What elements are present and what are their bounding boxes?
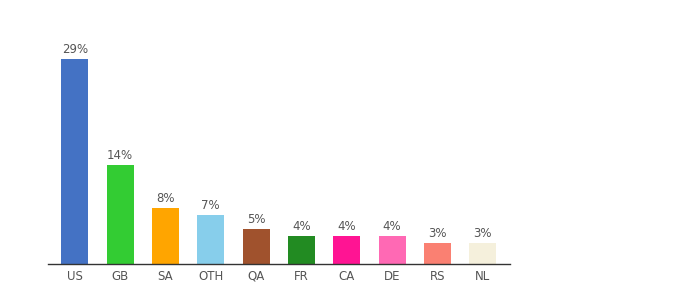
Text: 5%: 5% bbox=[247, 213, 265, 226]
Text: 4%: 4% bbox=[292, 220, 311, 233]
Text: 4%: 4% bbox=[383, 220, 401, 233]
Text: 3%: 3% bbox=[428, 227, 447, 240]
Bar bbox=[333, 236, 360, 264]
Bar bbox=[379, 236, 406, 264]
Bar bbox=[469, 243, 496, 264]
Bar bbox=[61, 59, 88, 264]
Bar bbox=[197, 214, 224, 264]
Bar bbox=[243, 229, 270, 264]
Bar bbox=[288, 236, 315, 264]
Bar bbox=[107, 165, 134, 264]
Bar bbox=[152, 208, 179, 264]
Text: 14%: 14% bbox=[107, 149, 133, 162]
Bar bbox=[424, 243, 451, 264]
Text: 3%: 3% bbox=[473, 227, 492, 240]
Text: 7%: 7% bbox=[201, 199, 220, 212]
Text: 4%: 4% bbox=[337, 220, 356, 233]
Text: 8%: 8% bbox=[156, 192, 175, 205]
Text: 29%: 29% bbox=[62, 44, 88, 56]
